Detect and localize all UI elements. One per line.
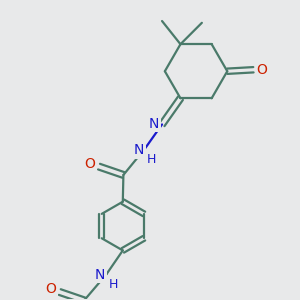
Text: N: N xyxy=(148,117,159,131)
Text: O: O xyxy=(85,157,95,171)
Text: O: O xyxy=(256,63,267,77)
Text: O: O xyxy=(45,282,56,296)
Text: H: H xyxy=(109,278,118,291)
Text: N: N xyxy=(95,268,105,282)
Text: N: N xyxy=(134,143,144,157)
Text: H: H xyxy=(147,153,156,166)
